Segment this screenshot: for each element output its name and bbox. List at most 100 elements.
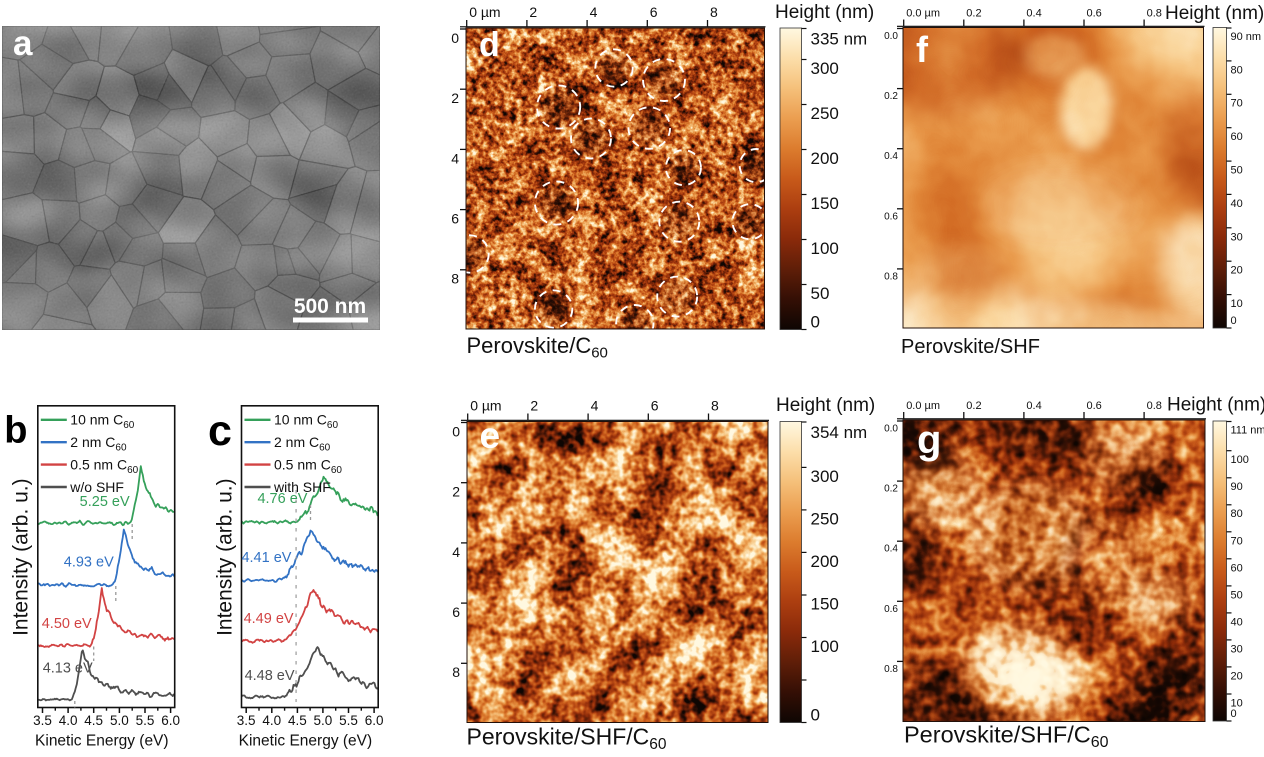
svg-text:Height (nm): Height (nm) bbox=[776, 395, 875, 416]
svg-text:4.48 eV: 4.48 eV bbox=[245, 668, 295, 684]
svg-text:2: 2 bbox=[452, 484, 460, 500]
svg-text:0.6: 0.6 bbox=[1087, 400, 1102, 412]
svg-text:Perovskite/SHF: Perovskite/SHF bbox=[901, 336, 1040, 358]
svg-text:2: 2 bbox=[529, 4, 537, 20]
svg-text:20: 20 bbox=[1231, 265, 1243, 277]
svg-text:60: 60 bbox=[1231, 562, 1243, 574]
svg-text:8: 8 bbox=[710, 4, 718, 20]
svg-text:8: 8 bbox=[452, 664, 460, 680]
svg-text:6: 6 bbox=[452, 604, 460, 620]
svg-text:90 nm: 90 nm bbox=[1231, 31, 1262, 43]
svg-text:20: 20 bbox=[1231, 670, 1243, 682]
svg-text:50: 50 bbox=[1231, 165, 1243, 177]
svg-text:150: 150 bbox=[811, 194, 839, 213]
svg-text:200: 200 bbox=[811, 552, 839, 571]
svg-text:200: 200 bbox=[811, 149, 839, 168]
svg-text:e: e bbox=[480, 415, 501, 456]
svg-text:4.0: 4.0 bbox=[59, 713, 78, 728]
svg-text:8: 8 bbox=[451, 271, 459, 287]
svg-text:w/o SHF: w/o SHF bbox=[69, 479, 124, 495]
svg-text:30: 30 bbox=[1231, 643, 1243, 655]
svg-text:111 nm: 111 nm bbox=[1231, 424, 1264, 436]
svg-text:150: 150 bbox=[811, 595, 839, 614]
svg-text:0.2: 0.2 bbox=[884, 91, 898, 102]
svg-text:0.6: 0.6 bbox=[884, 211, 898, 222]
svg-text:4.93 eV: 4.93 eV bbox=[64, 555, 114, 571]
svg-text:0.0 µm: 0.0 µm bbox=[906, 400, 940, 412]
svg-text:6.0: 6.0 bbox=[161, 713, 180, 728]
svg-text:2: 2 bbox=[451, 90, 459, 106]
svg-text:Intensity (arb. u.): Intensity (arb. u.) bbox=[10, 478, 33, 636]
svg-text:6: 6 bbox=[451, 211, 459, 227]
svg-text:0.4: 0.4 bbox=[1026, 8, 1041, 20]
svg-text:0.8: 0.8 bbox=[1147, 8, 1162, 20]
svg-text:4.13 eV: 4.13 eV bbox=[43, 661, 93, 677]
svg-text:0.8: 0.8 bbox=[884, 271, 898, 282]
svg-text:250: 250 bbox=[811, 510, 839, 529]
svg-text:4.49 eV: 4.49 eV bbox=[244, 611, 294, 627]
svg-text:6: 6 bbox=[650, 4, 658, 20]
svg-text:3.5: 3.5 bbox=[237, 713, 256, 728]
svg-text:Kinetic Energy (eV): Kinetic Energy (eV) bbox=[239, 733, 373, 750]
svg-text:4.5: 4.5 bbox=[288, 713, 307, 728]
svg-text:50: 50 bbox=[811, 284, 830, 303]
svg-text:100: 100 bbox=[811, 637, 839, 656]
svg-text:3.5: 3.5 bbox=[33, 713, 52, 728]
svg-text:0.8: 0.8 bbox=[884, 664, 898, 675]
svg-text:0: 0 bbox=[811, 706, 820, 725]
svg-text:40: 40 bbox=[1231, 198, 1243, 210]
svg-text:80: 80 bbox=[1231, 64, 1243, 76]
svg-text:6: 6 bbox=[651, 398, 659, 414]
svg-text:40: 40 bbox=[1231, 616, 1243, 628]
svg-text:0 µm: 0 µm bbox=[469, 4, 500, 20]
svg-text:250: 250 bbox=[811, 104, 839, 123]
svg-text:4.50 eV: 4.50 eV bbox=[42, 616, 92, 632]
svg-text:6.0: 6.0 bbox=[365, 713, 384, 728]
svg-text:0: 0 bbox=[452, 423, 460, 439]
svg-text:70: 70 bbox=[1231, 98, 1243, 110]
svg-text:0.2: 0.2 bbox=[884, 484, 898, 495]
svg-text:b: b bbox=[4, 410, 27, 452]
svg-text:0.4: 0.4 bbox=[884, 151, 898, 162]
svg-text:0: 0 bbox=[1231, 315, 1237, 327]
svg-text:4.0: 4.0 bbox=[262, 713, 281, 728]
svg-text:90: 90 bbox=[1231, 481, 1243, 493]
svg-text:4: 4 bbox=[591, 398, 599, 414]
svg-text:0.6: 0.6 bbox=[1087, 8, 1102, 20]
svg-text:c: c bbox=[208, 407, 232, 455]
svg-text:50: 50 bbox=[1231, 589, 1243, 601]
svg-text:100: 100 bbox=[811, 239, 839, 258]
svg-text:0.0 µm: 0.0 µm bbox=[906, 8, 940, 20]
svg-text:0: 0 bbox=[1231, 708, 1237, 720]
svg-text:0.6: 0.6 bbox=[884, 604, 898, 615]
svg-text:Perovskite/SHF/C60: Perovskite/SHF/C60 bbox=[467, 724, 667, 753]
svg-text:2: 2 bbox=[530, 398, 538, 414]
svg-text:80: 80 bbox=[1231, 508, 1243, 520]
svg-text:0.4: 0.4 bbox=[1026, 400, 1041, 412]
svg-text:30: 30 bbox=[1231, 231, 1243, 243]
svg-text:f: f bbox=[916, 29, 929, 70]
svg-text:5.0: 5.0 bbox=[314, 713, 333, 728]
svg-text:70: 70 bbox=[1231, 535, 1243, 547]
svg-text:5.0: 5.0 bbox=[110, 713, 129, 728]
svg-text:300: 300 bbox=[811, 59, 839, 78]
svg-text:5.5: 5.5 bbox=[339, 713, 358, 728]
svg-text:0: 0 bbox=[451, 30, 459, 46]
svg-text:Perovskite/C60: Perovskite/C60 bbox=[467, 333, 608, 362]
svg-text:4: 4 bbox=[590, 4, 598, 20]
svg-text:0.2: 0.2 bbox=[966, 400, 981, 412]
svg-text:0.4: 0.4 bbox=[884, 544, 898, 555]
svg-text:100: 100 bbox=[1231, 454, 1249, 466]
svg-text:0.0: 0.0 bbox=[884, 424, 898, 435]
svg-text:5.5: 5.5 bbox=[136, 713, 155, 728]
svg-text:Kinetic Energy (eV): Kinetic Energy (eV) bbox=[35, 733, 169, 750]
svg-text:0.8: 0.8 bbox=[1147, 400, 1162, 412]
svg-text:Height (nm): Height (nm) bbox=[1167, 395, 1264, 416]
svg-text:0 µm: 0 µm bbox=[470, 398, 501, 414]
svg-text:5.25 eV: 5.25 eV bbox=[80, 494, 130, 510]
svg-text:4.41 eV: 4.41 eV bbox=[241, 550, 291, 566]
svg-text:4: 4 bbox=[452, 544, 460, 560]
svg-text:335 nm: 335 nm bbox=[811, 30, 868, 49]
svg-text:d: d bbox=[479, 26, 500, 64]
svg-text:Height (nm): Height (nm) bbox=[1165, 3, 1264, 24]
